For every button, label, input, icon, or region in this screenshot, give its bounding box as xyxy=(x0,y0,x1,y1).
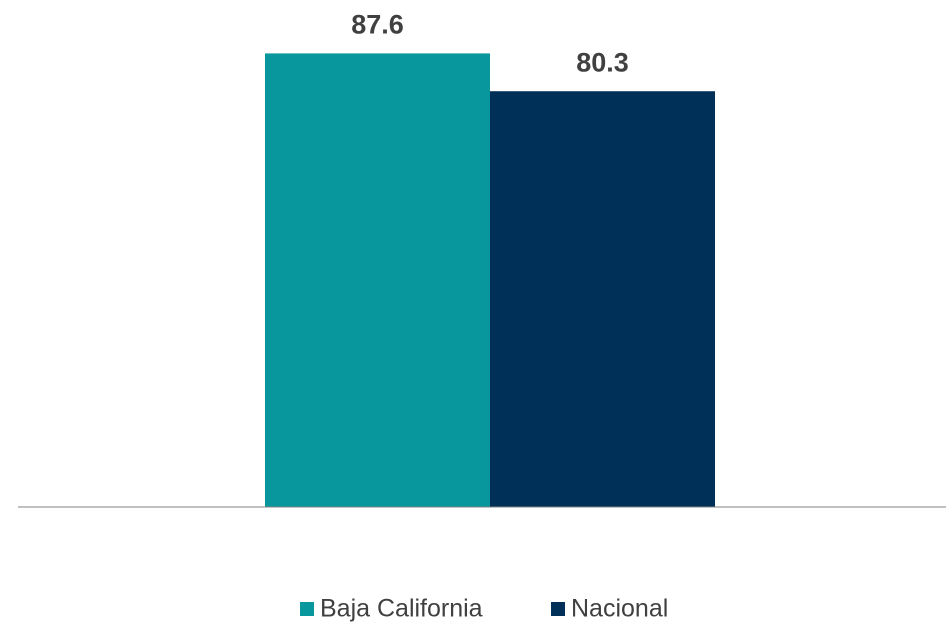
bar xyxy=(265,53,490,507)
bar xyxy=(490,91,715,508)
data-label: 87.6 xyxy=(351,10,404,40)
legend-label: Nacional xyxy=(571,595,668,622)
legend-label: Baja California xyxy=(320,595,483,622)
legend-swatch xyxy=(300,602,314,616)
legend-swatch xyxy=(551,602,565,616)
data-label: 80.3 xyxy=(576,47,629,77)
